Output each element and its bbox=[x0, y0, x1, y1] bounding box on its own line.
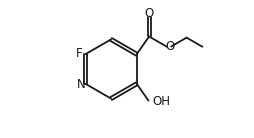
Text: O: O bbox=[165, 40, 174, 53]
Text: N: N bbox=[77, 78, 86, 91]
Text: O: O bbox=[145, 7, 154, 20]
Text: OH: OH bbox=[153, 95, 171, 108]
Text: F: F bbox=[76, 47, 83, 60]
